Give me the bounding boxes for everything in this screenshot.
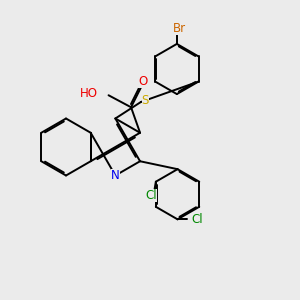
Text: S: S [142, 94, 149, 107]
Text: Cl: Cl [191, 213, 203, 226]
Text: N: N [111, 169, 120, 182]
Text: Cl: Cl [146, 189, 157, 202]
Text: Br: Br [173, 22, 186, 35]
Text: HO: HO [80, 87, 98, 100]
Text: O: O [138, 75, 148, 88]
